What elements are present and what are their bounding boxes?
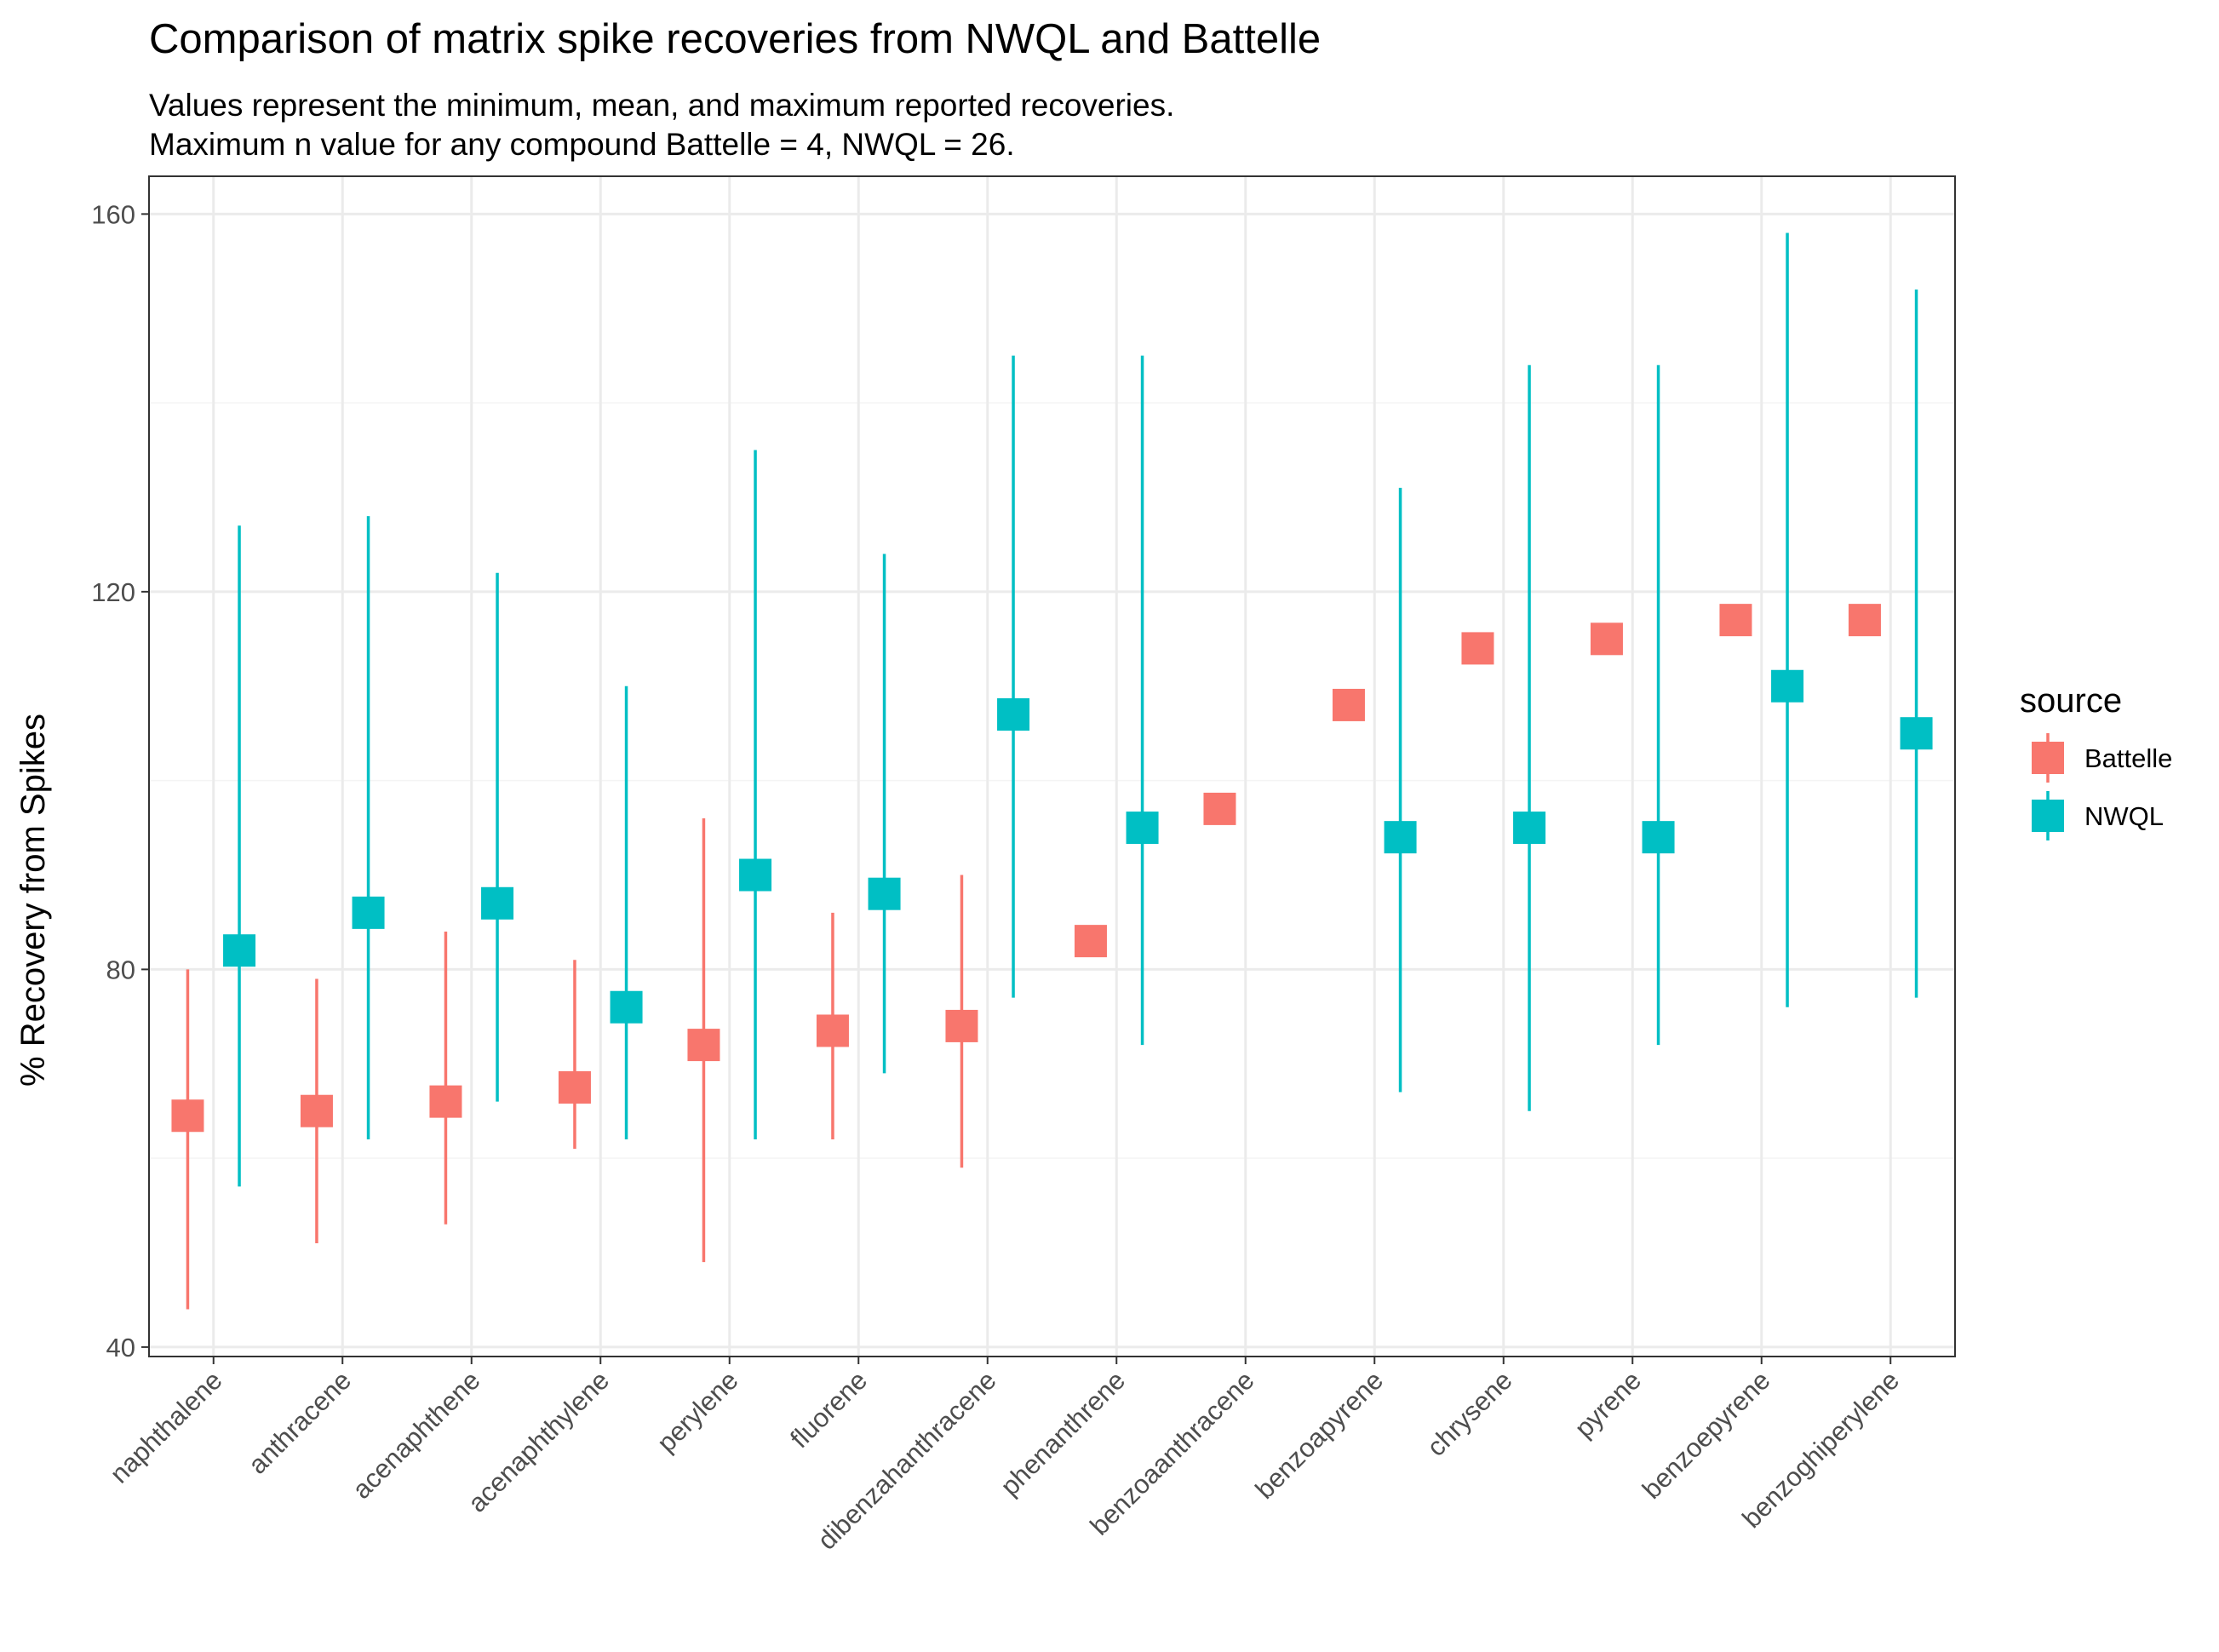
chart-title: Comparison of matrix spike recoveries fr… xyxy=(149,16,1321,62)
data-marks xyxy=(171,232,1933,1310)
y-axis: 40 80 120 160 xyxy=(91,199,149,1362)
legend-label-battelle: Battelle xyxy=(2084,743,2172,773)
nwql-mean-point xyxy=(739,858,772,892)
battelle-mean-point xyxy=(171,1099,204,1133)
battelle-mean-point xyxy=(1590,622,1623,656)
nwql-mean-point xyxy=(1384,821,1417,854)
battelle-mean-point xyxy=(558,1070,591,1104)
nwql-mean-point xyxy=(1126,812,1159,845)
legend-title: source xyxy=(2020,682,2122,720)
battelle-mean-point xyxy=(816,1014,849,1047)
battelle-mean-point xyxy=(1074,925,1107,958)
legend: source Battelle NWQL xyxy=(2020,682,2172,840)
battelle-mean-point xyxy=(429,1085,462,1118)
nwql-mean-point xyxy=(997,698,1030,731)
battelle-mean-point xyxy=(945,1009,978,1042)
nwql-mean-point xyxy=(481,886,514,920)
y-tick-label: 160 xyxy=(91,199,135,229)
plot-panel-border xyxy=(148,175,1956,1357)
nwql-mean-point xyxy=(1771,669,1804,703)
battelle-mean-point xyxy=(1203,792,1236,825)
battelle-mean-point xyxy=(687,1029,720,1062)
battelle-mean-point xyxy=(1461,632,1494,665)
y-tick-label: 120 xyxy=(91,577,135,607)
gridlines xyxy=(149,176,1955,1357)
nwql-mean-point xyxy=(1900,717,1933,750)
nwql-mean-point xyxy=(868,877,901,910)
y-axis-title: % Recovery from Spikes xyxy=(14,714,52,1087)
nwql-mean-point xyxy=(223,934,256,967)
legend-label-nwql: NWQL xyxy=(2084,801,2164,831)
y-tick-label: 80 xyxy=(106,955,135,984)
nwql-mean-point xyxy=(610,990,643,1024)
battelle-mean-point xyxy=(1332,688,1365,721)
battelle-mean-point xyxy=(1848,604,1881,637)
nwql-mean-point xyxy=(1642,821,1675,854)
legend-key-nwql-square xyxy=(2032,800,2064,832)
legend-key-battelle-square xyxy=(2032,742,2064,774)
battelle-mean-point xyxy=(300,1094,333,1127)
nwql-mean-point xyxy=(1513,812,1546,845)
chart-subtitle-line-2: Maximum n value for any compound Battell… xyxy=(149,127,1015,162)
nwql-mean-point xyxy=(352,896,385,929)
battelle-mean-point xyxy=(1719,604,1752,637)
y-tick-label: 40 xyxy=(106,1333,135,1362)
chart-subtitle-line-1: Values represent the minimum, mean, and … xyxy=(149,88,1174,123)
